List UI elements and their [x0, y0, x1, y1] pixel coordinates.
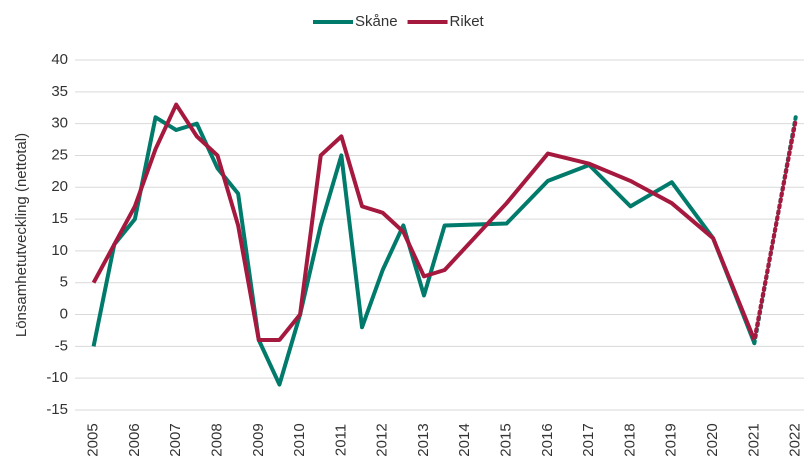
x-tick-label: 2011: [332, 424, 349, 456]
x-tick-label: 2012: [374, 423, 391, 456]
x-tick-label: 2016: [539, 423, 556, 456]
y-tick-label: 10: [51, 242, 68, 259]
x-tick-label: 2015: [498, 423, 515, 456]
y-tick-label: -10: [46, 369, 68, 386]
x-tick-label: 2005: [85, 423, 102, 456]
x-tick-label: 2013: [415, 423, 432, 456]
x-tick-label: 2006: [126, 423, 143, 456]
x-tick-label: 2014: [456, 423, 473, 456]
forecast-series: [752, 118, 798, 342]
x-tick-label: 2018: [621, 423, 638, 456]
x-tick-label: 2020: [704, 423, 721, 456]
x-tick-label: 2019: [663, 423, 680, 456]
legend-label: Riket: [450, 13, 485, 30]
line-series: [91, 102, 757, 342]
legend-label: Skåne: [355, 13, 398, 30]
y-tick-label: 35: [51, 83, 68, 100]
y-tick-label: 15: [51, 210, 68, 227]
x-tick-label: 2017: [580, 423, 597, 456]
y-tick-label: -5: [55, 337, 68, 354]
y-tick-label: 5: [60, 274, 68, 291]
x-tick-label: 2007: [167, 423, 184, 456]
x-tick-label: 2021: [745, 423, 762, 456]
x-tick-label: 2009: [250, 423, 267, 456]
y-tick-label: 0: [60, 306, 68, 323]
y-tick-label: -15: [46, 401, 68, 418]
x-tick-label: 2010: [291, 423, 308, 456]
x-tick-label: 2022: [787, 423, 804, 456]
x-tick-label: 2008: [208, 423, 225, 456]
y-tick-label: 20: [51, 178, 68, 195]
y-axis-label: Lönsamhetutveckling (nettotal): [13, 133, 30, 337]
y-tick-label: 25: [51, 146, 68, 163]
y-tick-label: 40: [51, 51, 68, 68]
y-tick-label: 30: [51, 115, 68, 132]
